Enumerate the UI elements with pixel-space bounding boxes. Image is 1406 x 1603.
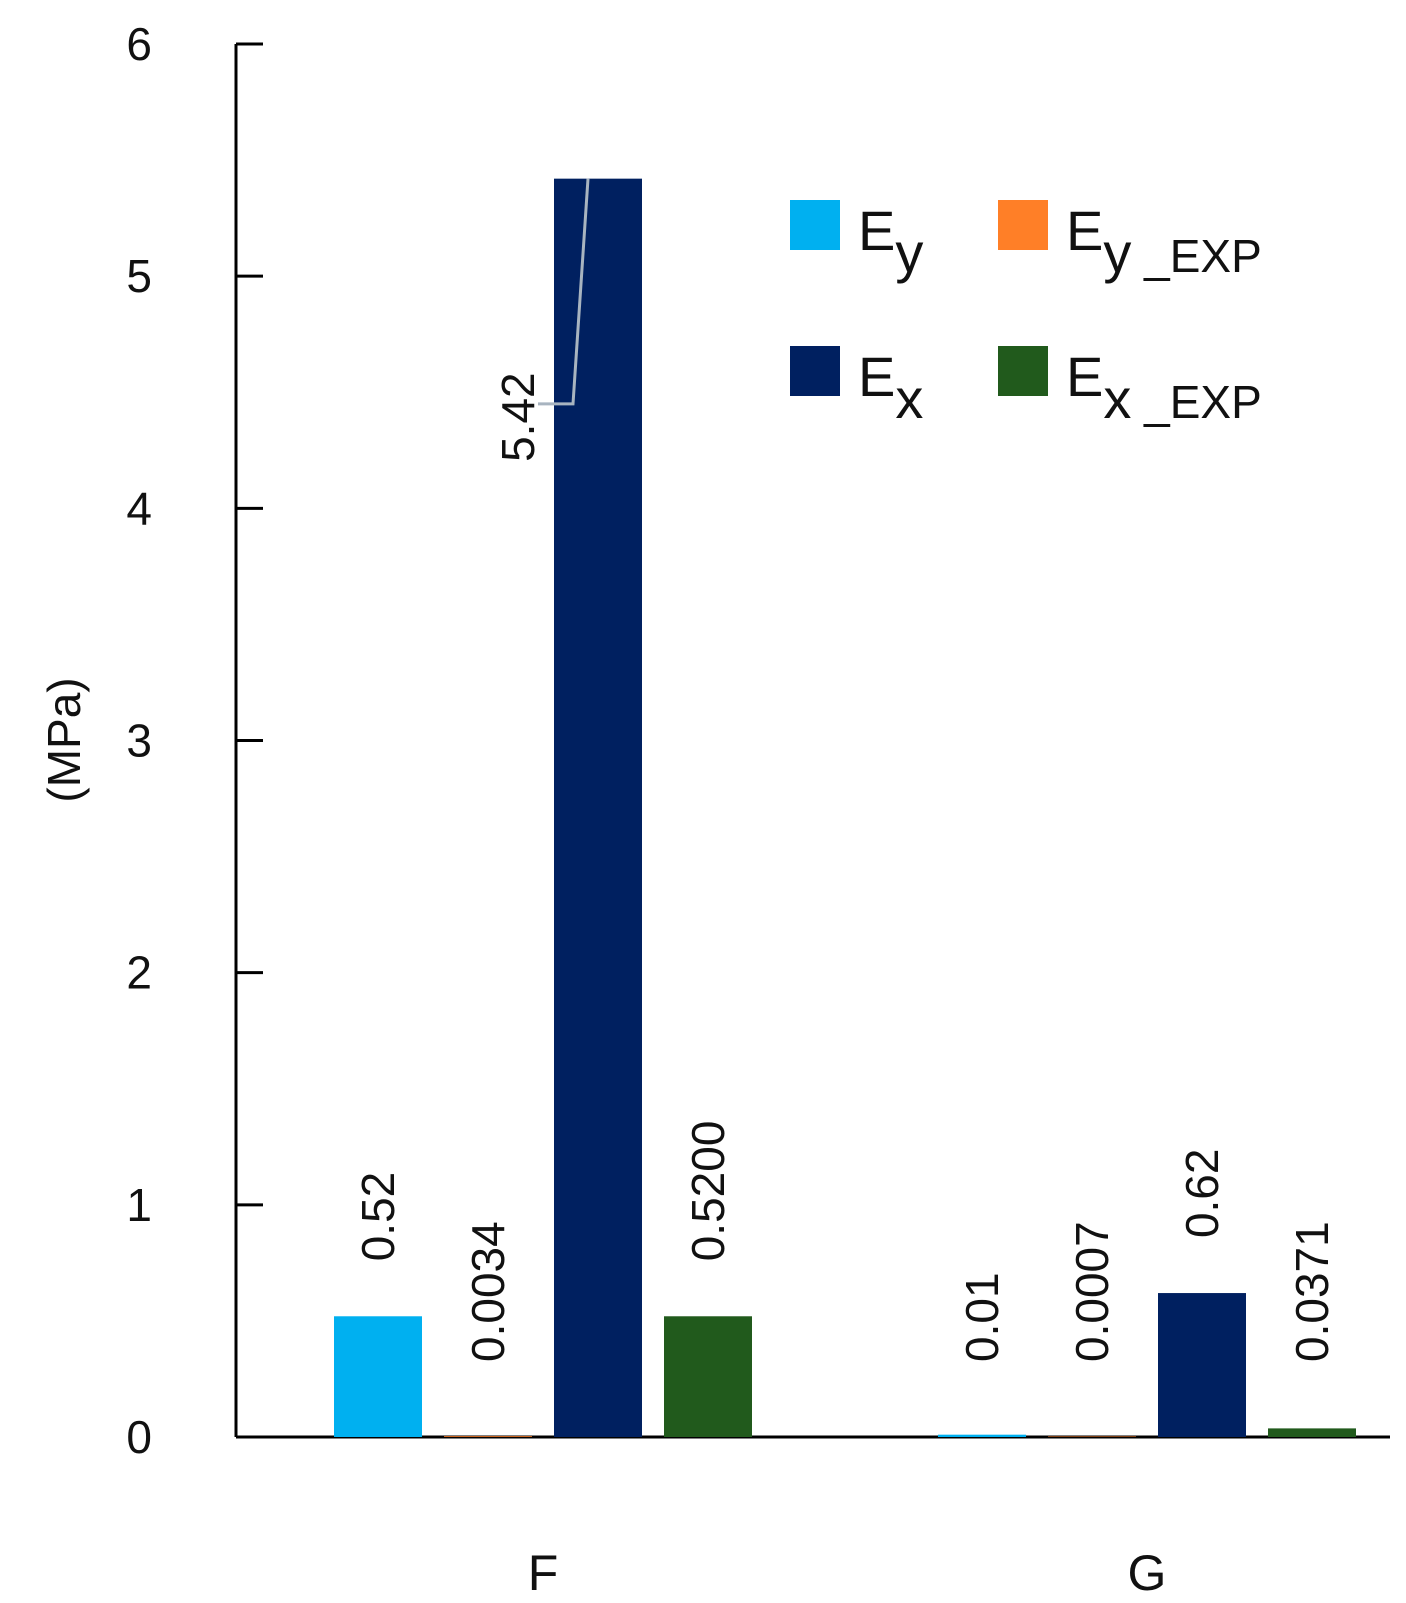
y-axis-title: (MPa)	[38, 677, 90, 802]
data-label: 0.62	[1176, 1149, 1228, 1239]
legend-swatch	[790, 346, 840, 396]
data-label-leader-line	[538, 178, 590, 406]
legend-item: Ex _EXP	[998, 345, 1262, 430]
bar-ey-f	[334, 1316, 422, 1437]
bar-ex-exp-g	[1268, 1428, 1356, 1437]
data-label: 0.52	[352, 1172, 404, 1262]
y-axis: 0 1 2 3 4 5 6	[126, 18, 263, 1463]
y-tick-label: 4	[126, 482, 152, 534]
x-category-label: G	[1128, 1545, 1167, 1601]
legend-label: Ey	[858, 199, 923, 284]
y-tick-label: 5	[126, 250, 152, 302]
bar-ex-g	[1158, 1293, 1246, 1437]
data-label: 0.0034	[462, 1221, 514, 1362]
legend-item: Ey _EXP	[998, 199, 1262, 284]
data-label: 0.0371	[1286, 1221, 1338, 1362]
y-tick-label: 6	[126, 18, 152, 70]
legend-swatch	[998, 346, 1048, 396]
data-label: 0.0007	[1066, 1221, 1118, 1362]
legend-item: Ex	[790, 345, 923, 430]
bars	[334, 178, 1356, 1438]
bar-ey-exp-f	[444, 1436, 532, 1437]
legend-swatch	[998, 200, 1048, 250]
bar-ey-exp-g	[1048, 1436, 1136, 1437]
y-tick-label: 2	[126, 947, 152, 999]
legend: Ey Ey _EXP Ex Ex _EXP	[790, 199, 1262, 430]
legend-item: Ey	[790, 199, 923, 284]
data-label: 0.5200	[682, 1121, 734, 1262]
legend-label: Ey _EXP	[1066, 199, 1262, 284]
bar-ey-g	[938, 1434, 1026, 1437]
y-tick-label: 1	[126, 1179, 152, 1231]
bar-ex-f	[554, 178, 642, 1438]
data-labels: 0.52 0.01 0.0034 0.0007 5.42 0.62 0.5200 0.0371	[352, 178, 1338, 1362]
legend-label: Ex	[858, 345, 923, 430]
data-label: 5.42	[492, 372, 544, 462]
y-tick-label: 3	[126, 715, 152, 767]
legend-label: Ex _EXP	[1066, 345, 1262, 430]
y-tick-label: 0	[126, 1411, 152, 1463]
x-category-label: F	[528, 1545, 559, 1601]
data-label: 0.01	[956, 1272, 1008, 1362]
bar-ex-exp-f	[664, 1316, 752, 1437]
legend-swatch	[790, 200, 840, 250]
